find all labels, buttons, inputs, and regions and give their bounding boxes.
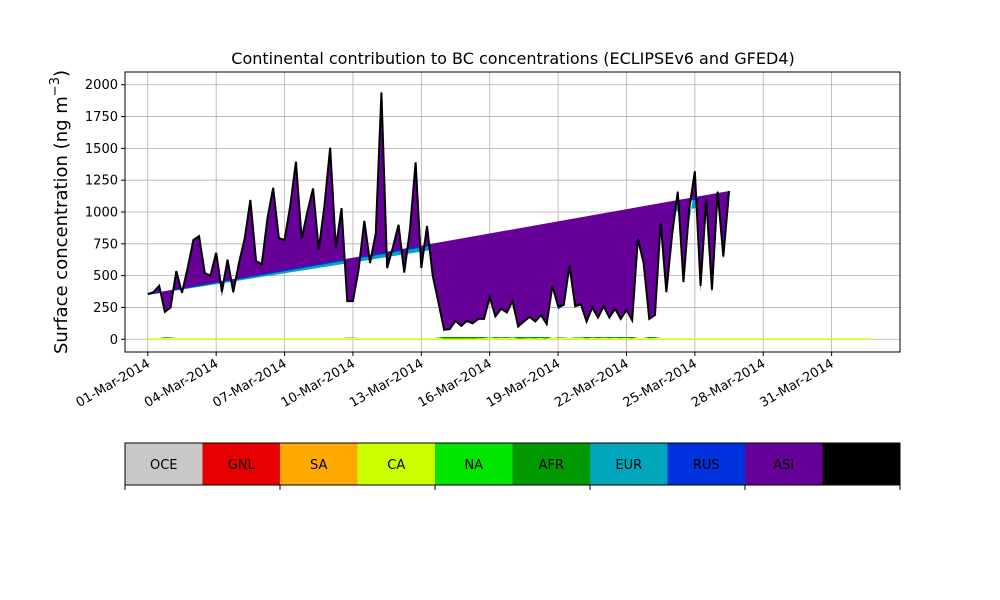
- legend-label-ca: CA: [387, 458, 405, 473]
- legend: OCE GNL SA CA NA AFR EUR RUS ASI AUS: [124, 442, 901, 490]
- stacked-areas: [147, 92, 872, 341]
- y-tick-label: 250: [93, 301, 118, 316]
- x-tick-label: 04-Mar-2014: [142, 356, 221, 410]
- y-tick-label: 1000: [85, 206, 118, 221]
- total-line: [147, 92, 731, 331]
- legend-label-eur: EUR: [615, 458, 642, 473]
- y-axis-label-main: Surface concentration (ng m: [51, 96, 72, 354]
- svg-text:Surface concentration (ng m−3): Surface concentration (ng m−3): [48, 70, 72, 354]
- legend-swatch-oce: [125, 443, 203, 485]
- legend-swatch-gnl: [202, 443, 280, 485]
- area-afr: [147, 336, 730, 339]
- y-tick-label: 1500: [85, 142, 118, 157]
- legend-label-na: NA: [464, 458, 483, 473]
- plot-frame: [124, 71, 901, 353]
- legend-swatch-asi: [745, 443, 823, 485]
- x-tick-label: 01-Mar-2014: [74, 356, 153, 410]
- x-tick-label: 19-Mar-2014: [484, 356, 563, 410]
- x-tick-label: 31-Mar-2014: [757, 356, 836, 410]
- y-axis-label: Surface concentration (ng m−3): [48, 70, 72, 354]
- legend-swatch-ca: [357, 443, 435, 485]
- legend-label-afr: AFR: [539, 458, 564, 473]
- legend-label-aus: AUS: [848, 458, 875, 473]
- x-tick-label: 28-Mar-2014: [689, 356, 768, 410]
- x-tick-label: 07-Mar-2014: [210, 356, 289, 410]
- area-asi: [147, 92, 730, 330]
- legend-swatch-na: [435, 443, 513, 485]
- legend-swatch-aus: [822, 443, 900, 485]
- x-tick-label: 10-Mar-2014: [279, 356, 358, 410]
- legend-swatch-afr: [512, 443, 590, 485]
- legend-label-gnl: GNL: [228, 458, 256, 473]
- legend-label-rus: RUS: [693, 458, 720, 473]
- y-tick-label: 2000: [85, 78, 118, 93]
- legend-swatch-rus: [667, 443, 745, 485]
- x-tick-label: 25-Mar-2014: [621, 356, 700, 410]
- x-tick-label: 22-Mar-2014: [552, 356, 631, 410]
- legend-frame: [124, 442, 901, 486]
- grid: [125, 72, 900, 352]
- x-tick-label: 16-Mar-2014: [416, 356, 495, 410]
- legend-label-oce: OCE: [150, 458, 178, 473]
- y-axis-label-close: ): [51, 70, 72, 77]
- y-tick-label: 0: [110, 333, 118, 348]
- legend-swatch-sa: [280, 443, 358, 485]
- legend-label-sa: SA: [310, 458, 327, 473]
- legend-label-asi: ASI: [773, 458, 794, 473]
- y-tick-label: 1750: [85, 110, 118, 125]
- y-tick-label: 1250: [85, 174, 118, 189]
- y-axis-label-exponent: −3: [48, 77, 63, 96]
- y-tick-label: 750: [93, 237, 118, 252]
- legend-swatch-eur: [590, 443, 668, 485]
- x-tick-label: 13-Mar-2014: [347, 356, 426, 410]
- chart-title: Continental contribution to BC concentra…: [231, 49, 794, 68]
- y-tick-label: 500: [93, 269, 118, 284]
